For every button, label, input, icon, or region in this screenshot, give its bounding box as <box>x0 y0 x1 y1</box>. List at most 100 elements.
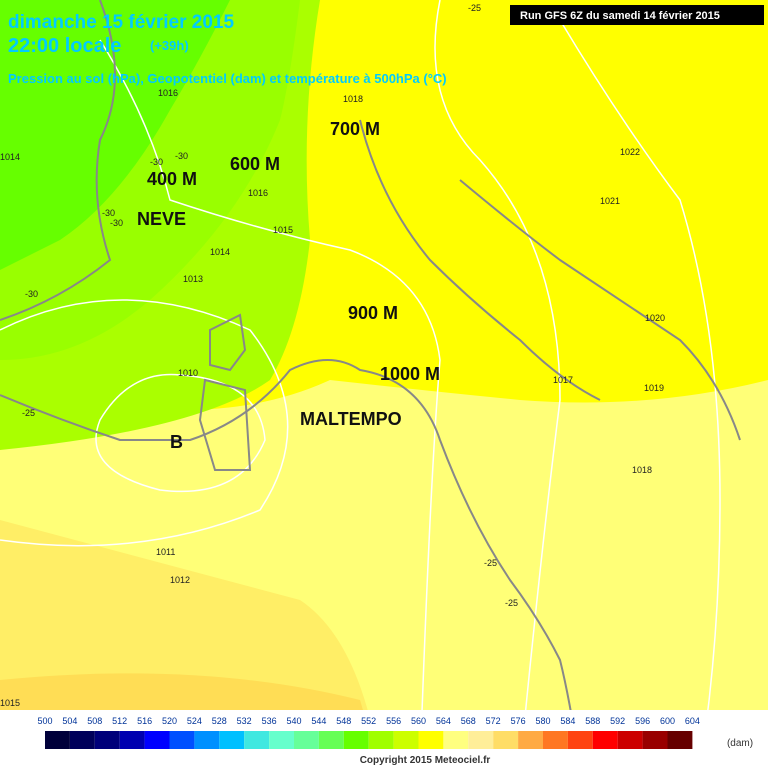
run-label: Run GFS 6Z du samedi 14 février 2015 <box>520 10 720 22</box>
isobar-label: 1020 <box>645 313 665 323</box>
legend-label: 512 <box>112 716 127 726</box>
legend-label: 516 <box>137 716 152 726</box>
annotation: 900 M <box>348 303 398 323</box>
isobar-label: 1012 <box>170 575 190 585</box>
legend-label: 524 <box>187 716 202 726</box>
legend-swatch <box>194 731 220 749</box>
temperature-label: -30 <box>150 157 163 167</box>
legend-label: 592 <box>610 716 625 726</box>
legend-label: 508 <box>87 716 102 726</box>
legend-label: 596 <box>635 716 650 726</box>
legend-swatch <box>642 731 668 749</box>
temperature-label: -25 <box>505 598 518 608</box>
legend-swatch <box>493 731 519 749</box>
legend-label: 504 <box>62 716 77 726</box>
legend-swatch <box>94 731 120 749</box>
legend: 500 504 508 512 516 520 524 528 532 536 540 544 548 5… <box>37 716 700 749</box>
isobar-label: 1021 <box>600 196 620 206</box>
isobar-label: 1011 <box>156 547 175 557</box>
legend-swatch <box>69 731 95 749</box>
legend-label: 560 <box>411 716 426 726</box>
legend-swatch <box>119 731 145 749</box>
legend-swatch <box>169 731 195 749</box>
temperature-label: -25 <box>484 558 497 568</box>
annotation: 700 M <box>330 119 380 139</box>
annotation: 400 M <box>147 169 197 189</box>
legend-swatch <box>617 731 643 749</box>
copyright: Copyright 2015 Meteociel.fr <box>360 755 491 766</box>
legend-swatch <box>667 731 693 749</box>
legend-label: 500 <box>37 716 52 726</box>
isobar-label: 1014 <box>210 247 230 257</box>
temperature-label: -25 <box>468 3 481 13</box>
annotation: MALTEMPO <box>300 409 402 429</box>
isobar-label: 1018 <box>343 94 363 104</box>
legend-label: 600 <box>660 716 675 726</box>
isolines <box>0 0 721 768</box>
legend-swatch <box>393 731 419 749</box>
legend-swatch <box>318 731 344 749</box>
legend-swatch <box>418 731 444 749</box>
isobar-label: 1022 <box>620 147 640 157</box>
isobar-label: 1014 <box>0 152 20 162</box>
isobar-label: 1013 <box>183 274 203 284</box>
legend-swatch <box>368 731 394 749</box>
legend-swatch <box>343 731 369 749</box>
annotation: 600 M <box>230 154 280 174</box>
legend-swatch <box>269 731 294 749</box>
isobar-label: 1018 <box>632 465 652 475</box>
annotation: B <box>170 432 183 452</box>
legend-swatch <box>518 731 543 749</box>
legend-label: 536 <box>262 716 277 726</box>
map-subtitle: Pression au sol (hPa), Geopotentiel (dam… <box>8 71 447 86</box>
isobar-label: 1019 <box>644 383 664 393</box>
legend-label: 556 <box>386 716 401 726</box>
isobar-label: 1017 <box>553 375 573 385</box>
legend-label: 588 <box>585 716 600 726</box>
legend-swatch <box>244 731 270 749</box>
map-title: dimanche 15 février 2015 <box>8 12 234 33</box>
run-box <box>510 5 764 25</box>
legend-label: 540 <box>286 716 301 726</box>
isobar-label: 1015 <box>0 698 20 708</box>
legend-swatch <box>592 731 618 749</box>
legend-label: 572 <box>486 716 501 726</box>
map-time: 22:00 locale <box>8 35 121 57</box>
legend-swatch <box>567 731 593 749</box>
legend-swatch <box>543 731 568 749</box>
legend-label: 584 <box>560 716 575 726</box>
isobar-label: 1015 <box>273 225 293 235</box>
zone-540 <box>0 0 230 270</box>
legend-swatch <box>468 731 494 749</box>
isobar-label: 1016 <box>248 188 268 198</box>
labels: 700 M 600 M 400 M NEVE 900 M 1000 M MALTEMPO B 1… <box>0 3 665 708</box>
temperature-label: -25 <box>22 408 35 418</box>
temperature-label: -30 <box>25 289 38 299</box>
legend-label: 520 <box>162 716 177 726</box>
map-lead: (+39h) <box>150 38 189 53</box>
legend-label: 552 <box>361 716 376 726</box>
legend-swatch <box>443 731 469 749</box>
legend-swatch <box>45 731 70 749</box>
legend-unit: (dam) <box>727 738 753 749</box>
legend-label: 548 <box>336 716 351 726</box>
temperature-label: -30 <box>110 218 123 228</box>
annotation: 1000 M <box>380 364 440 384</box>
legend-label: 528 <box>212 716 227 726</box>
legend-swatch <box>144 731 170 749</box>
temperature-label: -30 <box>102 208 115 218</box>
isobar-label: 1016 <box>158 88 178 98</box>
legend-swatch <box>294 731 319 749</box>
legend-label: 564 <box>436 716 451 726</box>
annotation: NEVE <box>137 209 186 229</box>
legend-label: 576 <box>511 716 526 726</box>
legend-label: 544 <box>311 716 326 726</box>
legend-label: 568 <box>461 716 476 726</box>
legend-label: 532 <box>237 716 252 726</box>
temperature-label: -30 <box>175 151 188 161</box>
legend-label: 604 <box>685 716 700 726</box>
legend-label: 580 <box>535 716 550 726</box>
coastlines <box>0 0 741 768</box>
legend-swatch <box>219 731 245 749</box>
